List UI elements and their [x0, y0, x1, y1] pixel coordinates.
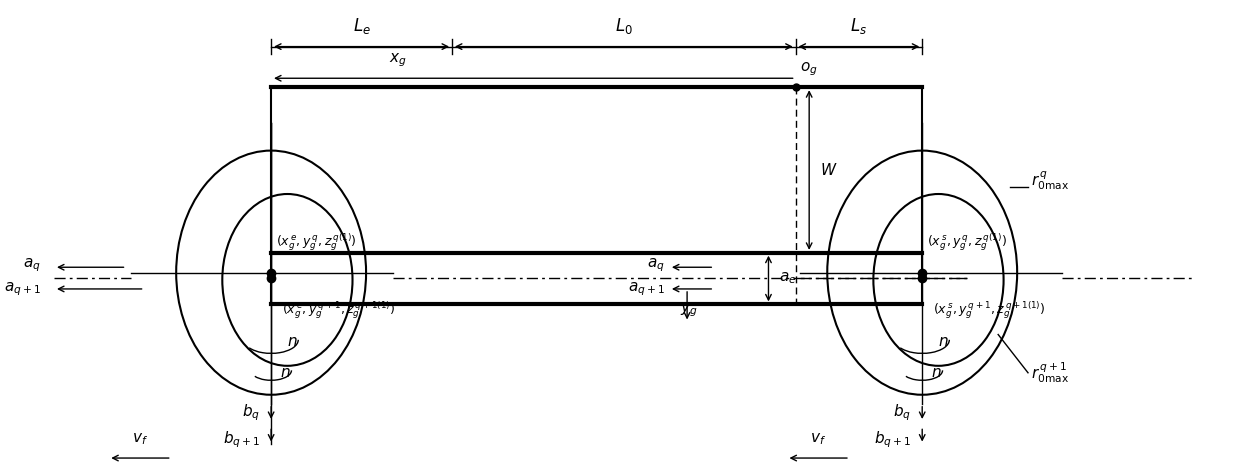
Text: $b_q$: $b_q$ [243, 403, 260, 423]
Text: $b_{q+1}$: $b_{q+1}$ [873, 429, 912, 450]
Text: $r_{0\mathrm{max}}^{\,q+1}$: $r_{0\mathrm{max}}^{\,q+1}$ [1031, 360, 1069, 385]
Text: $r_{0\mathrm{max}}^{\,q}$: $r_{0\mathrm{max}}^{\,q}$ [1031, 170, 1069, 193]
Text: $n$: $n$ [932, 365, 942, 380]
Text: $n$: $n$ [287, 334, 299, 349]
Text: $(x_g^{\,s},y_g^{\,q+1},z_g^{\,q+1(1)})$: $(x_g^{\,s},y_g^{\,q+1},z_g^{\,q+1(1)})$ [933, 300, 1046, 321]
Text: $b_{q+1}$: $b_{q+1}$ [223, 429, 260, 450]
Text: $b_q$: $b_q$ [893, 403, 912, 423]
Text: $(x_g^{\,e},y_g^{\,q+1},z_g^{\,q+1(1)})$: $(x_g^{\,e},y_g^{\,q+1},z_g^{\,q+1(1)})$ [282, 300, 395, 321]
Text: $a_{q+1}$: $a_{q+1}$ [627, 280, 664, 298]
Text: $o_g$: $o_g$ [800, 61, 818, 78]
Text: $v_f$: $v_f$ [133, 431, 149, 447]
Text: $W$: $W$ [820, 162, 838, 178]
Text: $L_0$: $L_0$ [615, 16, 633, 36]
Text: $(x_g^{\,e},y_g^{\,q},z_g^{\,q(1)})$: $(x_g^{\,e},y_g^{\,q},z_g^{\,q(1)})$ [275, 231, 357, 253]
Text: $(x_g^{\,s},y_g^{\,q},z_g^{\,q(1)})$: $(x_g^{\,s},y_g^{\,q},z_g^{\,q(1)})$ [927, 231, 1006, 253]
Text: $L_s$: $L_s$ [850, 16, 867, 36]
Text: $L_e$: $L_e$ [353, 16, 370, 36]
Text: $a_e$: $a_e$ [779, 271, 797, 286]
Text: $a_q$: $a_q$ [22, 257, 41, 274]
Text: $a_q$: $a_q$ [647, 257, 664, 274]
Text: $y_g$: $y_g$ [680, 302, 698, 319]
Text: $n$: $n$ [938, 334, 949, 349]
Text: $v_f$: $v_f$ [810, 431, 826, 447]
Text: $x_g$: $x_g$ [389, 52, 406, 69]
Text: $a_{q+1}$: $a_{q+1}$ [4, 280, 41, 298]
Text: $n$: $n$ [280, 365, 291, 380]
